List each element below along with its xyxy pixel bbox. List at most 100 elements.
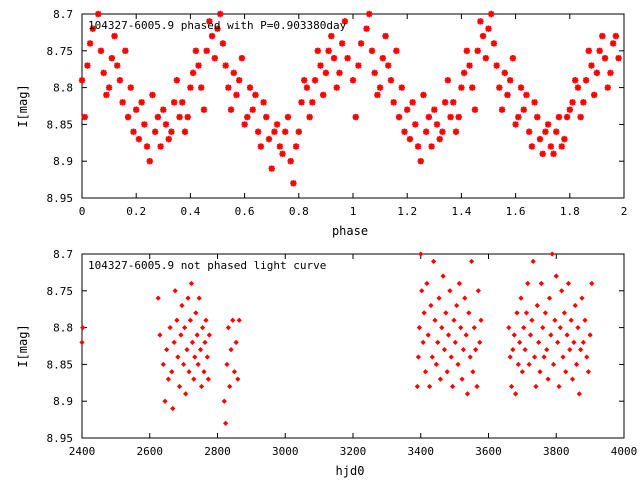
x-tick-label: 3000 (272, 445, 299, 458)
data-point (135, 135, 143, 143)
data-point (553, 128, 560, 135)
data-point (462, 295, 468, 301)
data-point (563, 369, 569, 375)
data-point (435, 339, 441, 345)
data-point (569, 99, 576, 106)
data-point (493, 62, 500, 69)
data-point (330, 54, 338, 62)
data-point (501, 69, 508, 77)
data-point (172, 288, 178, 294)
data-point (336, 69, 343, 77)
data-point (222, 62, 229, 69)
data-point (219, 40, 227, 47)
data-point (582, 317, 588, 323)
data-point (160, 106, 167, 113)
data-point (111, 32, 118, 40)
data-point (204, 354, 210, 360)
data-point (198, 84, 205, 91)
phased-light-curve-chart: 0 0.2 0.4 0.6 0.8 1 1.2 1.4 1.6 1.8 2 8.78.758.88.… (16, 8, 627, 238)
data-point (138, 99, 145, 106)
data-point (169, 369, 175, 375)
data-point (521, 324, 527, 331)
data-point (477, 339, 483, 345)
data-point (451, 317, 457, 323)
x-tick-label: 2 (621, 205, 628, 218)
data-point (458, 324, 464, 331)
data-point (149, 91, 156, 99)
data-point (561, 135, 568, 143)
x-tick-label: 4000 (611, 445, 638, 458)
data-point (544, 121, 552, 128)
y-tick-label: 8.95 (47, 192, 74, 205)
data-point (559, 288, 565, 294)
data-point (452, 339, 458, 345)
data-point (440, 273, 446, 279)
data-point (599, 32, 606, 40)
data-point (231, 369, 238, 375)
data-point (554, 339, 561, 345)
data-point (168, 128, 175, 135)
data-point (184, 347, 190, 353)
y-axis-label: I[mag] (16, 324, 30, 367)
data-point (552, 317, 558, 323)
data-point (582, 77, 590, 84)
data-point (89, 25, 97, 32)
data-point (182, 324, 188, 331)
data-point (575, 324, 581, 331)
data-point (506, 77, 514, 84)
data-point (432, 317, 438, 323)
data-point (195, 62, 202, 69)
data-point (189, 69, 197, 77)
data-point (547, 143, 555, 150)
data-point (265, 135, 273, 143)
y-tick-label: 8.8 (53, 82, 73, 95)
data-point (563, 113, 571, 121)
data-point (520, 106, 527, 113)
x-tick-label: 2600 (137, 445, 164, 458)
data-point (282, 128, 289, 135)
data-point (79, 339, 85, 345)
data-point (252, 91, 259, 99)
data-point (429, 354, 435, 360)
data-point (468, 258, 475, 264)
data-point (328, 32, 335, 40)
data-point (202, 339, 208, 345)
x-tick-label: 0.2 (126, 205, 146, 218)
data-point (230, 317, 236, 323)
data-point (108, 54, 116, 62)
data-point (460, 347, 467, 353)
data-point (363, 25, 370, 32)
x-tick-label: 1.2 (397, 205, 417, 218)
data-point (573, 361, 580, 368)
data-point (542, 310, 549, 316)
data-point (192, 354, 198, 360)
data-point (508, 383, 515, 390)
x-axis-label: phase (332, 224, 368, 238)
data-point (236, 317, 242, 323)
y-tick-label: 8.7 (53, 248, 73, 261)
data-point (572, 302, 578, 309)
data-point (525, 128, 533, 135)
data-point (436, 135, 443, 143)
data-point (357, 40, 365, 47)
data-point (404, 106, 411, 113)
data-points (78, 10, 622, 187)
data-point (522, 347, 528, 353)
data-point (415, 354, 422, 360)
data-point (445, 332, 452, 338)
y-tick-label: 8.9 (53, 155, 73, 168)
data-point (217, 10, 224, 18)
y-tick-label: 8.85 (47, 358, 74, 371)
y-tick-label: 8.95 (47, 432, 74, 445)
data-point (192, 47, 200, 54)
data-point (176, 113, 183, 121)
data-point (536, 135, 544, 143)
data-point (512, 391, 519, 397)
data-point (127, 84, 134, 91)
x-axis-label: hjd0 (336, 464, 365, 478)
data-point (569, 376, 576, 382)
data-point (577, 113, 584, 121)
data-point (184, 113, 191, 121)
data-point (439, 324, 445, 331)
